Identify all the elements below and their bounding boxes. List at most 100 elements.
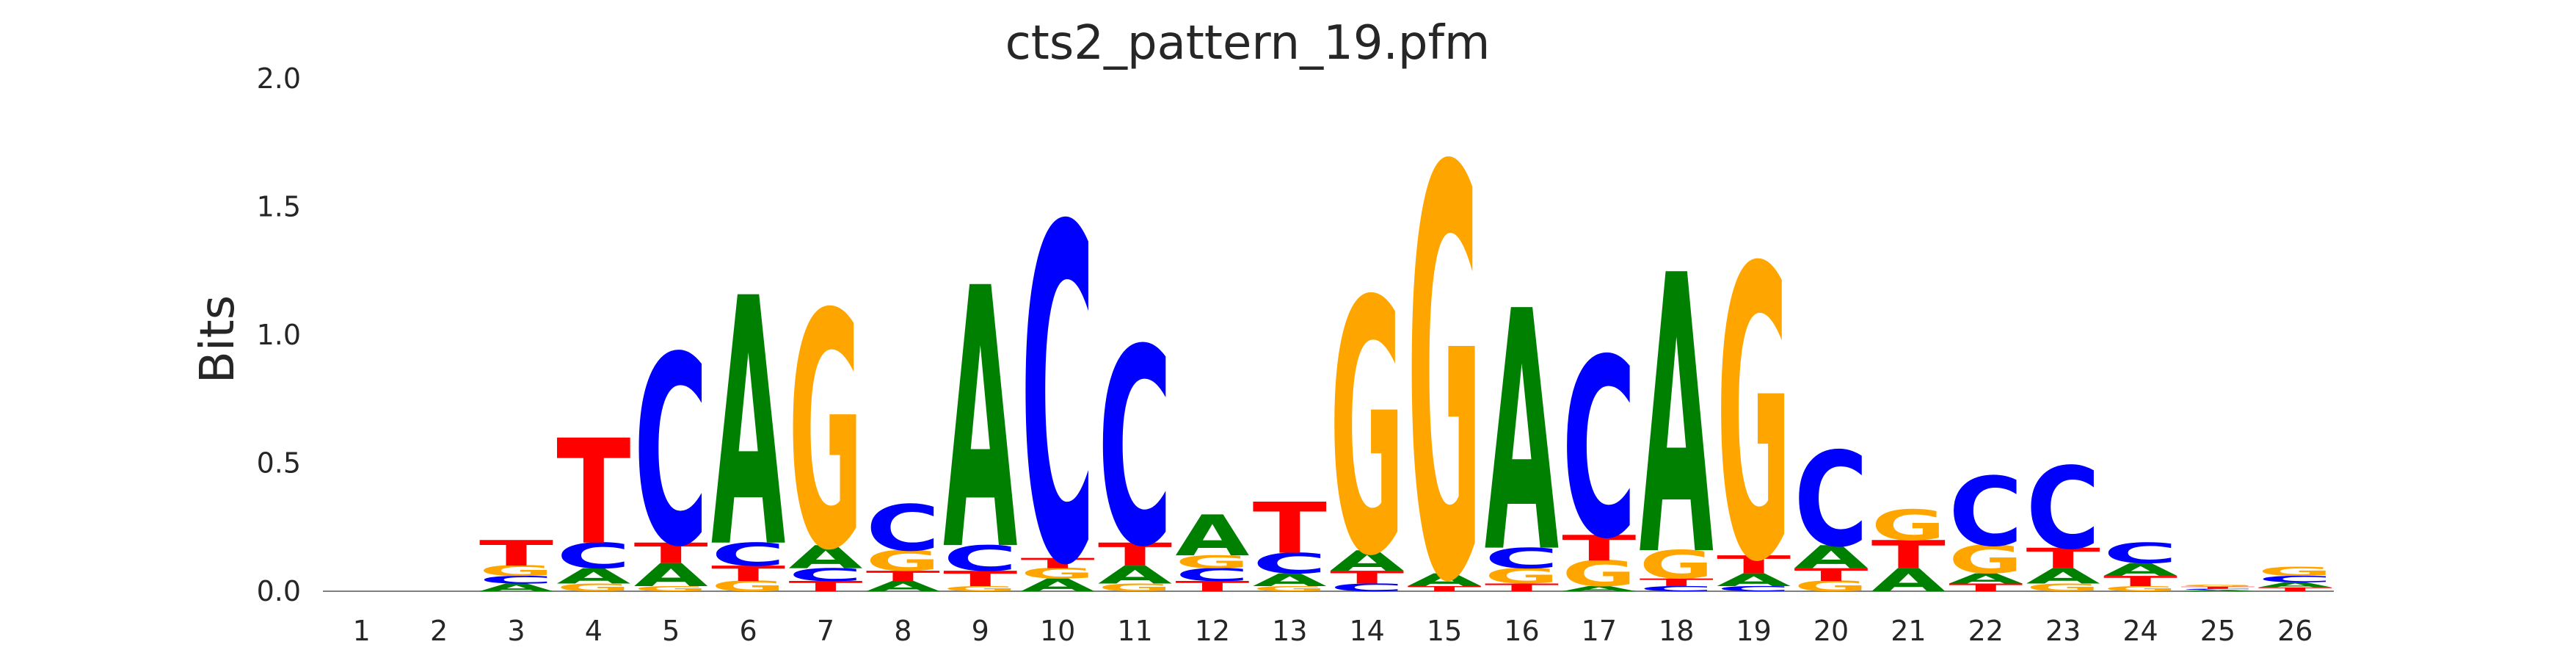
- logo-letter-c: C: [634, 303, 708, 604]
- logo-letter-a: A: [711, 228, 786, 624]
- logo-letter-g: G: [2026, 582, 2100, 594]
- logo-letter-a: A: [1871, 562, 1946, 599]
- x-tick-label: 3: [507, 615, 525, 647]
- logo-letter-c: C: [866, 492, 940, 566]
- logo-letter-t: T: [2258, 586, 2333, 592]
- logo-letter-g: G: [1175, 552, 1249, 573]
- y-tick-label: 1.0: [257, 319, 301, 351]
- x-tick-label: 6: [740, 615, 757, 647]
- logo-letter-a: A: [1640, 195, 1714, 641]
- x-tick-label: 17: [1582, 615, 1617, 647]
- logo-letter-c: C: [479, 574, 553, 586]
- logo-letter-g: G: [711, 578, 785, 594]
- logo-letter-t: T: [1175, 578, 1249, 594]
- logo-letter-g: G: [1253, 585, 1327, 593]
- logo-letter-c: C: [1021, 131, 1095, 661]
- logo-letter-t: T: [1562, 528, 1636, 569]
- x-tick-label: 20: [1813, 615, 1849, 647]
- logo-letter-t: T: [2180, 586, 2255, 589]
- logo-letter-g: G: [1098, 582, 1172, 594]
- logo-letter-a: A: [2026, 564, 2100, 588]
- logo-letter-c: C: [2103, 537, 2177, 570]
- logo-letter-g: G: [634, 585, 708, 593]
- x-tick-label: 23: [2045, 615, 2081, 647]
- logo-letter-c: C: [711, 536, 785, 573]
- y-axis-label: Bits: [191, 295, 245, 383]
- x-tick-label: 22: [1968, 615, 2004, 647]
- logo-letter-g: G: [1021, 566, 1095, 582]
- logo-letter-t: T: [711, 562, 785, 586]
- y-tick-label: 0.0: [257, 575, 301, 607]
- logo-letter-g: G: [2103, 585, 2177, 593]
- logo-letter-t: T: [866, 568, 940, 584]
- logo-letter-c: C: [1949, 458, 2023, 568]
- logo-letter-a: A: [943, 214, 1018, 630]
- logo-letter-a: A: [2103, 560, 2178, 580]
- logo-letter-t: T: [1253, 488, 1327, 570]
- logo-letter-g: G: [1717, 184, 1791, 651]
- y-tick-label: 2.0: [257, 62, 301, 95]
- x-tick-label: 24: [2122, 615, 2158, 647]
- logo-letter-a: A: [1794, 539, 1868, 576]
- logo-letter-c: C: [788, 565, 862, 585]
- logo-letter-t: T: [1098, 536, 1172, 573]
- logo-letter-t: T: [556, 409, 630, 577]
- y-tick-label: 1.5: [257, 191, 301, 223]
- logo-letter-t: T: [1640, 577, 1714, 589]
- logo-letter-a: A: [1021, 575, 1096, 596]
- x-tick-label: 9: [972, 615, 989, 647]
- logo-letter-g: G: [943, 585, 1017, 593]
- logo-letter-t: T: [1794, 565, 1868, 585]
- x-axis-ticks: 1 2 3 4 5 6 7 8 9 10 11 12 13 14 15 16 17 18 19 20 21 22 23 24 2…: [353, 615, 2313, 647]
- logo-letter-t: T: [1717, 551, 1791, 579]
- logo-letter-c: C: [1485, 542, 1559, 575]
- x-tick-label: 1: [353, 615, 371, 647]
- x-tick-label: 21: [1891, 615, 1926, 647]
- logo-letter-a: A: [1330, 545, 1405, 577]
- logo-letter-g: G: [1485, 564, 1559, 588]
- logo-letter-a: A: [1949, 571, 2023, 587]
- x-tick-label: 26: [2277, 615, 2313, 647]
- logo-letter-g: G: [1949, 538, 2023, 582]
- logo-letter-t: T: [1871, 532, 1946, 577]
- logo-letter-g: G: [2180, 585, 2255, 588]
- logo-letter-g: G: [1871, 501, 1946, 550]
- logo-letter-c: C: [556, 536, 630, 577]
- chart-title: cts2_pattern_19.pfm: [1005, 16, 1491, 71]
- logo-letter-a: A: [1562, 585, 1637, 593]
- x-tick-label: 2: [430, 615, 448, 647]
- x-tick-label: 16: [1504, 615, 1539, 647]
- logo-letter-a: A: [1253, 570, 1328, 590]
- x-tick-label: 8: [894, 615, 912, 647]
- logo-letter-t: T: [2103, 573, 2177, 589]
- logo-letter-t: T: [479, 533, 553, 574]
- logo-letter-c: C: [1562, 307, 1636, 593]
- x-tick-label: 4: [585, 615, 603, 647]
- x-tick-label: 25: [2200, 615, 2235, 647]
- x-tick-label: 5: [662, 615, 680, 647]
- logo-letter-c: C: [1098, 292, 1172, 607]
- logo-letter-t: T: [1330, 567, 1404, 588]
- logo-letter-t: T: [1485, 582, 1559, 594]
- x-tick-label: 12: [1195, 615, 1230, 647]
- logo-letter-c: C: [1640, 585, 1714, 593]
- logo-letter-a: A: [556, 564, 630, 588]
- x-tick-label: 19: [1736, 615, 1771, 647]
- logo-letter-c: C: [1175, 565, 1249, 585]
- logo-letter-c: C: [1717, 585, 1791, 593]
- logo-letter-a: A: [1098, 561, 1172, 590]
- logo-letter-g: G: [556, 582, 630, 594]
- x-tick-label: 14: [1350, 615, 1385, 647]
- logo-letter-g: G: [1562, 554, 1636, 595]
- x-tick-label: 18: [1659, 615, 1694, 647]
- logo-letter-c: C: [1253, 547, 1327, 580]
- x-tick-label: 15: [1427, 615, 1462, 647]
- logo-letter-c: C: [2258, 574, 2332, 585]
- logo-letter-g: G: [1640, 543, 1714, 588]
- logo-letter-g: G: [866, 544, 940, 577]
- x-tick-label: 13: [1272, 615, 1307, 647]
- logo-letter-g: G: [1407, 52, 1481, 661]
- logo-letter-g: G: [1330, 228, 1404, 633]
- y-axis-ticks: 0.0 0.5 1.0 1.5 2.0: [257, 62, 301, 607]
